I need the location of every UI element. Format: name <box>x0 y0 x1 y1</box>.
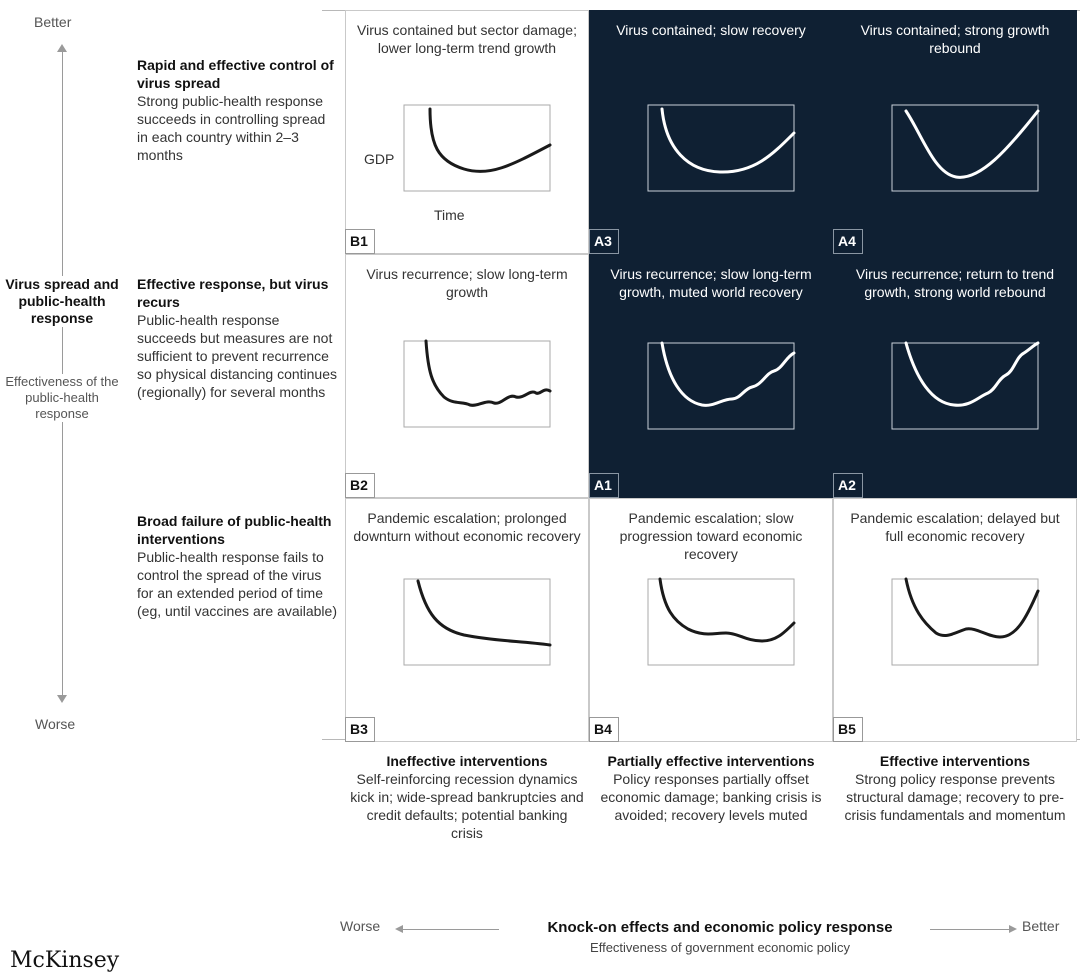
left-arrow-icon <box>395 925 403 933</box>
scenario-title: Virus recurrence; slow long-term growth,… <box>610 266 812 300</box>
scenario-title: Pandemic escalation; slow progression to… <box>619 510 803 562</box>
scenario-code: A2 <box>833 473 863 498</box>
gdp-curve-chart <box>403 339 552 428</box>
x-axis-line-left <box>403 929 499 930</box>
gdp-curve <box>904 109 1040 179</box>
scenario-title: Pandemic escalation; prolonged downturn … <box>353 510 581 544</box>
row-text: Public-health response fails to control … <box>137 549 337 619</box>
row-description-1: Rapid and effective control of virus spr… <box>137 56 337 164</box>
row-title: Effective response, but virus recurs <box>137 276 329 310</box>
gdp-curve-chart <box>891 577 1040 666</box>
scenario-cell-b2: Virus recurrence; slow long-term growth … <box>345 254 589 498</box>
scenario-code: A1 <box>589 473 619 498</box>
scenario-cell-a1: Virus recurrence; slow long-term growth,… <box>589 254 833 498</box>
down-arrow-icon <box>57 695 67 703</box>
x-axis-better-label: Better <box>1022 918 1060 934</box>
column-title: Effective interventions <box>879 753 1031 769</box>
gdp-curve-chart <box>647 341 796 430</box>
scenario-title: Virus contained; strong growth rebound <box>860 22 1050 56</box>
scenario-title: Virus recurrence; slow long-term growth <box>366 266 568 300</box>
y-axis-subtitle: Effectiveness of the public-health respo… <box>0 374 124 422</box>
scenario-cell-a3: Virus contained; slow recovery A3 <box>589 10 833 254</box>
row-text: Strong public-health response succeeds i… <box>137 93 326 163</box>
gdp-curve <box>660 107 796 174</box>
column-text: Strong policy response prevents structur… <box>844 771 1066 823</box>
gdp-curve-chart <box>647 104 796 192</box>
scenario-code: A3 <box>589 229 619 254</box>
scenario-title: Virus contained but sector damage; lower… <box>357 22 577 56</box>
gdp-curve <box>416 579 552 647</box>
time-axis-label: Time <box>434 207 465 223</box>
x-axis-title: Knock-on effects and economic policy res… <box>547 919 893 936</box>
column-title: Partially effective interventions <box>607 753 815 769</box>
gdp-curve <box>428 107 552 173</box>
y-axis-title: Virus spread and public-health response <box>4 276 120 327</box>
gdp-curve-chart <box>891 104 1040 192</box>
scenario-title: Virus recurrence; return to trend growth… <box>855 266 1055 300</box>
y-axis-worse-label: Worse <box>35 716 76 732</box>
scenario-cell-b3: Pandemic escalation; prolonged downturn … <box>345 498 589 742</box>
scenario-cell-b5: Pandemic escalation; delayed but full ec… <box>833 498 1077 742</box>
gdp-curve-chart <box>891 341 1040 430</box>
x-axis-worse-label: Worse <box>340 918 381 934</box>
column-text: Policy responses partially offset econom… <box>600 771 822 823</box>
gdp-curve <box>904 341 1040 407</box>
scenario-code: B5 <box>833 717 863 742</box>
gdp-axis-label: GDP <box>364 151 395 167</box>
scenario-code: B2 <box>345 473 375 498</box>
scenario-cell-b1: Virus contained but sector damage; lower… <box>345 10 589 254</box>
gdp-curve-chart <box>403 578 552 666</box>
scenario-cell-b4: Pandemic escalation; slow progression to… <box>589 498 833 742</box>
gdp-curve <box>424 339 552 407</box>
column-title: Ineffective interventions <box>386 753 548 769</box>
x-axis-subtitle: Effectiveness of government economic pol… <box>590 940 850 955</box>
row-text: Public-health response succeeds but meas… <box>137 312 338 400</box>
scenario-title: Virus contained; slow recovery <box>616 22 806 38</box>
scenario-code: A4 <box>833 229 863 254</box>
up-arrow-icon <box>57 44 67 52</box>
column-description-3: Effective interventions Strong policy re… <box>838 752 1072 824</box>
y-axis-better-label: Better <box>34 14 72 30</box>
scenario-title: Pandemic escalation; delayed but full ec… <box>850 510 1060 544</box>
row-title: Broad failure of public-health intervent… <box>137 513 332 547</box>
gdp-curve <box>660 341 796 407</box>
x-axis-line-right <box>930 929 1010 930</box>
column-description-2: Partially effective interventions Policy… <box>594 752 828 824</box>
scenario-cell-a2: Virus recurrence; return to trend growth… <box>833 254 1077 498</box>
gdp-curve <box>904 577 1040 639</box>
column-text: Self-reinforcing recession dynamics kick… <box>350 771 584 841</box>
brand-logo-text: McKinsey <box>10 948 120 973</box>
column-description-1: Ineffective interventions Self-reinforci… <box>350 752 584 842</box>
right-arrow-icon <box>1009 925 1017 933</box>
gdp-curve-chart <box>647 577 796 666</box>
row-description-3: Broad failure of public-health intervent… <box>137 512 337 620</box>
scenario-code: B3 <box>345 717 375 742</box>
gdp-curve-chart <box>403 104 552 192</box>
row-title: Rapid and effective control of virus spr… <box>137 57 334 91</box>
row-description-2: Effective response, but virus recurs Pub… <box>137 275 337 401</box>
scenario-code: B1 <box>345 229 375 254</box>
gdp-curve <box>658 577 796 643</box>
scenario-code: B4 <box>589 717 619 742</box>
scenario-cell-a4: Virus contained; strong growth rebound A… <box>833 10 1077 254</box>
